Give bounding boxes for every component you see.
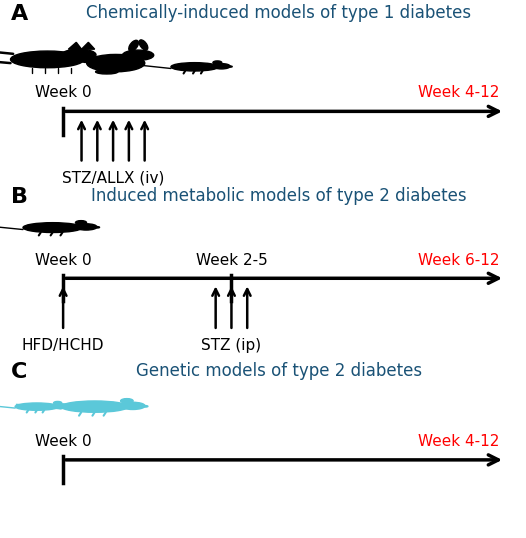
Text: HFD/HCHD: HFD/HCHD xyxy=(22,338,104,353)
Ellipse shape xyxy=(54,404,69,408)
Ellipse shape xyxy=(76,221,86,224)
Ellipse shape xyxy=(62,49,96,60)
Text: C: C xyxy=(11,362,27,382)
Ellipse shape xyxy=(228,66,232,67)
Ellipse shape xyxy=(129,40,138,51)
Text: Week 2-5: Week 2-5 xyxy=(196,253,267,268)
Ellipse shape xyxy=(171,62,218,71)
Text: Week 4-12: Week 4-12 xyxy=(418,85,500,100)
Ellipse shape xyxy=(120,399,133,403)
Ellipse shape xyxy=(54,401,62,405)
Text: STZ (ip): STZ (ip) xyxy=(201,338,261,353)
Ellipse shape xyxy=(123,50,154,60)
Ellipse shape xyxy=(213,61,222,64)
Ellipse shape xyxy=(95,226,99,228)
Ellipse shape xyxy=(11,51,84,68)
Text: Genetic models of type 2 diabetes: Genetic models of type 2 diabetes xyxy=(136,362,422,380)
Text: Chemically-induced models of type 1 diabetes: Chemically-induced models of type 1 diab… xyxy=(86,4,471,22)
Ellipse shape xyxy=(23,223,82,232)
Text: A: A xyxy=(11,4,28,24)
Ellipse shape xyxy=(81,59,92,62)
Text: Week 0: Week 0 xyxy=(35,253,92,268)
Polygon shape xyxy=(68,43,82,49)
Ellipse shape xyxy=(68,406,71,407)
Text: B: B xyxy=(11,187,27,207)
Ellipse shape xyxy=(213,63,230,69)
Text: Week 0: Week 0 xyxy=(35,434,92,449)
Text: Week 6-12: Week 6-12 xyxy=(418,253,500,268)
Text: Week 4-12: Week 4-12 xyxy=(418,434,500,449)
Text: Induced metabolic models of type 2 diabetes: Induced metabolic models of type 2 diabe… xyxy=(91,187,467,206)
Ellipse shape xyxy=(96,69,118,74)
Ellipse shape xyxy=(87,54,145,72)
Polygon shape xyxy=(82,43,95,49)
Ellipse shape xyxy=(143,406,148,407)
Ellipse shape xyxy=(75,224,97,230)
Ellipse shape xyxy=(120,402,145,409)
Text: Week 0: Week 0 xyxy=(35,85,92,100)
Ellipse shape xyxy=(15,403,58,410)
Ellipse shape xyxy=(61,401,128,412)
Ellipse shape xyxy=(139,40,148,50)
Text: STZ/ALLX (iv): STZ/ALLX (iv) xyxy=(62,171,164,186)
